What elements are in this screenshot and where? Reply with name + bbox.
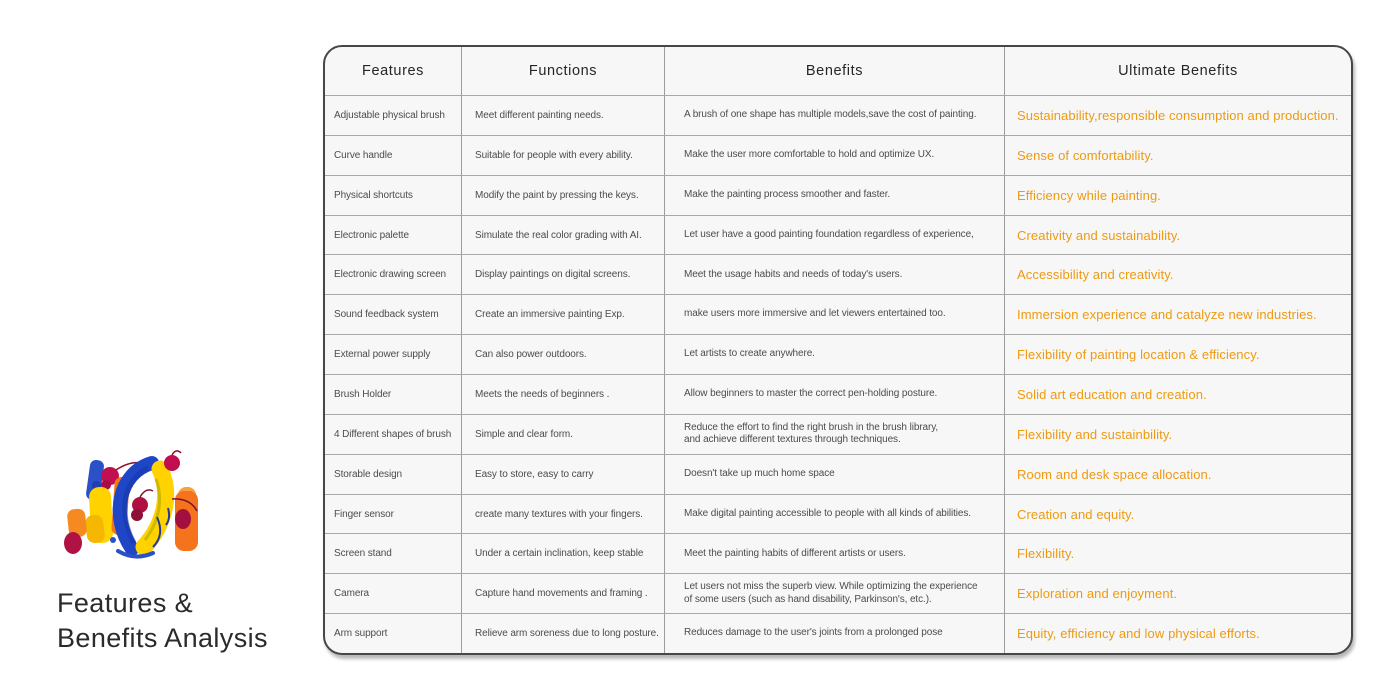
benefit-cell: Reduces damage to the user's joints from…	[665, 614, 1005, 653]
ultimate-benefit-cell: Flexibility.	[1017, 546, 1075, 562]
table-row: Camera Capture hand movements and framin…	[325, 573, 1351, 614]
ultimate-benefit-cell: Efficiency while painting.	[1017, 187, 1161, 203]
function-cell: Under a certain inclination, keep stable	[462, 534, 665, 574]
page-title-line1: Features &	[57, 588, 194, 618]
table-row: Sound feedback system Create an immersiv…	[325, 294, 1351, 335]
table-header-row: Features Functions Benefits Ultimate Ben…	[325, 47, 1351, 95]
ultimate-benefit-cell: Solid art education and creation.	[1017, 386, 1207, 402]
table-row: 4 Different shapes of brush Simple and c…	[325, 413, 1351, 454]
benefit-cell: Meet the painting habits of different ar…	[665, 534, 1005, 574]
feature-cell: Physical shortcuts	[325, 175, 462, 215]
feature-cell: Sound feedback system	[325, 295, 462, 335]
benefit-cell: Let users not miss the superb view. Whil…	[665, 574, 1005, 614]
table-row: Physical shortcuts Modify the paint by p…	[325, 174, 1351, 215]
ultimate-benefit-cell: Equity, efficiency and low physical effo…	[1017, 626, 1260, 642]
ultimate-benefit-cell: Creativity and sustainability.	[1017, 227, 1181, 243]
page-title: Features & Benefits Analysis	[57, 586, 268, 656]
table-row: Adjustable physical brush Meet different…	[325, 95, 1351, 135]
ultimate-benefit-cell: Immersion experience and catalyze new in…	[1017, 307, 1317, 323]
header-functions: Functions	[462, 47, 665, 95]
ultimate-benefit-cell: Room and desk space allocation.	[1017, 466, 1212, 482]
ultimate-benefit-cell: Creation and equity.	[1017, 506, 1135, 522]
table-row: Electronic drawing screen Display painti…	[325, 254, 1351, 295]
ultimate-benefit-cell: Accessibility and creativity.	[1017, 267, 1174, 283]
header-benefits: Benefits	[665, 47, 1005, 95]
table-row: Storable design Easy to store, easy to c…	[325, 453, 1351, 494]
ultimate-benefit-cell: Sense of comfortability.	[1017, 147, 1154, 163]
header-features: Features	[325, 47, 462, 95]
table-row: Brush Holder Meets the needs of beginner…	[325, 374, 1351, 414]
benefit-cell: Let user have a good painting foundation…	[665, 215, 1005, 255]
benefit-cell: Reduce the effort to find the right brus…	[665, 414, 1005, 454]
ultimate-benefit-cell: Flexibility and sustainbility.	[1017, 426, 1173, 442]
feature-cell: Screen stand	[325, 534, 462, 574]
ultimate-benefit-cell: Sustainability,responsible consumption a…	[1017, 107, 1339, 123]
benefit-cell: Make the user more comfortable to hold a…	[665, 135, 1005, 175]
table-row: Screen stand Under a certain inclination…	[325, 533, 1351, 574]
function-cell: Suitable for people with every ability.	[462, 135, 665, 175]
feature-cell: Finger sensor	[325, 494, 462, 534]
page-title-line2: Benefits Analysis	[57, 623, 268, 654]
table-row: Arm support Relieve arm soreness due to …	[325, 613, 1351, 653]
feature-cell: Electronic palette	[325, 215, 462, 255]
table-row: Electronic palette Simulate the real col…	[325, 214, 1351, 255]
function-cell: Display paintings on digital screens.	[462, 255, 665, 295]
function-cell: Capture hand movements and framing .	[462, 574, 665, 614]
feature-cell: Electronic drawing screen	[325, 255, 462, 295]
paint-splash-logo	[64, 450, 198, 559]
ultimate-benefit-cell: Flexibility of painting location & effic…	[1017, 347, 1260, 363]
feature-cell: Arm support	[325, 614, 462, 653]
feature-cell: Curve handle	[325, 135, 462, 175]
table-row: External power supply Can also power out…	[325, 334, 1351, 375]
benefit-cell: make users more immersive and let viewer…	[665, 295, 1005, 335]
function-cell: Create an immersive painting Exp.	[462, 295, 665, 335]
benefit-cell: Let artists to create anywhere.	[665, 335, 1005, 375]
feature-cell: Adjustable physical brush	[325, 96, 462, 135]
benefit-cell: Doesn't take up much home space	[665, 454, 1005, 494]
benefit-cell: Make digital painting accessible to peop…	[665, 494, 1005, 534]
function-cell: Simulate the real color grading with AI.	[462, 215, 665, 255]
benefit-cell: Meet the usage habits and needs of today…	[665, 255, 1005, 295]
table-row: Curve handle Suitable for people with ev…	[325, 134, 1351, 175]
header-ultimate-benefits: Ultimate Benefits	[1118, 63, 1238, 79]
function-cell: create many textures with your fingers.	[462, 494, 665, 534]
table-row: Finger sensor create many textures with …	[325, 493, 1351, 534]
function-cell: Relieve arm soreness due to long posture…	[462, 614, 665, 653]
function-cell: Easy to store, easy to carry	[462, 454, 665, 494]
function-cell: Meet different painting needs.	[462, 96, 665, 135]
ultimate-benefit-cell: Exploration and enjoyment.	[1017, 586, 1178, 602]
feature-cell: Camera	[325, 574, 462, 614]
benefit-cell: Allow beginners to master the correct pe…	[665, 375, 1005, 414]
feature-cell: External power supply	[325, 335, 462, 375]
function-cell: Can also power outdoors.	[462, 335, 665, 375]
features-benefits-table: Features Functions Benefits Ultimate Ben…	[323, 45, 1353, 655]
feature-cell: 4 Different shapes of brush	[325, 414, 462, 454]
benefit-cell: Make the painting process smoother and f…	[665, 175, 1005, 215]
feature-cell: Brush Holder	[325, 375, 462, 414]
feature-cell: Storable design	[325, 454, 462, 494]
function-cell: Modify the paint by pressing the keys.	[462, 175, 665, 215]
function-cell: Simple and clear form.	[462, 414, 665, 454]
function-cell: Meets the needs of beginners .	[462, 375, 665, 414]
benefit-cell: A brush of one shape has multiple models…	[665, 96, 1005, 135]
